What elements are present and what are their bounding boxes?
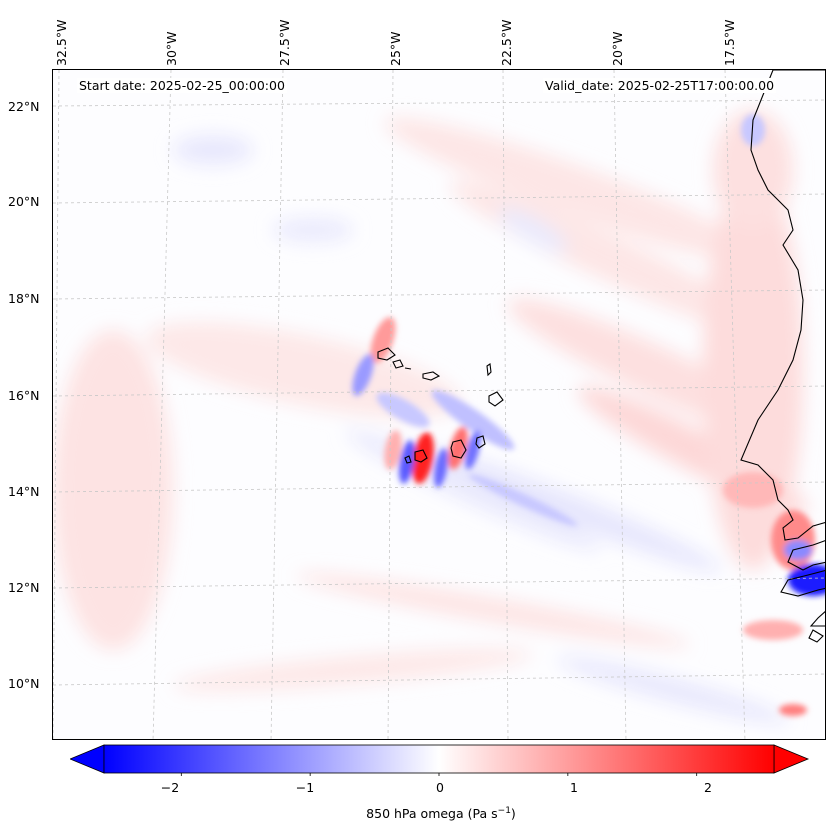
colorbar <box>70 744 810 776</box>
island-sao-vicente <box>392 359 404 369</box>
lat-label-20n: 20°N <box>8 194 40 209</box>
start-date-label: Start date: 2025-02-25_00:00:00 <box>77 78 287 93</box>
colorbar-tick-label: 0 <box>436 780 444 795</box>
island-santiago <box>450 439 467 459</box>
colorbar-min-extend <box>70 744 105 774</box>
graticule <box>53 70 825 739</box>
island-maio <box>475 435 486 449</box>
island-boa-vista <box>488 391 504 407</box>
colorbar-variable: 850 hPa omega <box>366 806 464 822</box>
island-sao-nicolau <box>422 371 441 381</box>
colorbar-max-extend <box>773 744 810 774</box>
lon-label-27-5w: 27.5°W <box>277 19 292 66</box>
omega-map-canvas <box>53 70 825 739</box>
island-brava <box>404 455 412 464</box>
lat-label-22n: 22°N <box>8 99 40 114</box>
island-santo-antao <box>377 347 396 361</box>
coastline <box>740 70 825 643</box>
colorbar-label: 850 hPa omega (Pa s−1) <box>366 806 516 821</box>
colorbar-tick-label: 2 <box>704 780 712 795</box>
lon-label-30w: 30°W <box>164 31 179 66</box>
lat-label-14n: 14°N <box>8 484 40 499</box>
colorbar-gradient <box>103 744 775 774</box>
island-sal <box>486 363 492 377</box>
lat-label-18n: 18°N <box>8 291 40 306</box>
lat-label-16n: 16°N <box>8 388 40 403</box>
lon-label-32-5w: 32.5°W <box>54 19 69 66</box>
lon-label-20w: 20°W <box>610 31 625 66</box>
colorbar-units: (Pa s−1) <box>467 806 516 822</box>
lon-label-17-5w: 17.5°W <box>722 19 737 66</box>
lon-label-25w: 25°W <box>388 31 403 66</box>
cape-verde-islands <box>377 347 504 464</box>
colorbar-tick-label: −2 <box>160 780 180 795</box>
omega-field-broad <box>53 110 809 724</box>
omega-map-panel[interactable] <box>52 69 826 740</box>
lat-label-10n: 10°N <box>8 676 40 691</box>
colorbar-tick-label: −1 <box>295 780 315 795</box>
lat-label-12n: 12°N <box>8 580 40 595</box>
lon-label-22-5w: 22.5°W <box>499 19 514 66</box>
colorbar-tick-label: 1 <box>570 780 578 795</box>
island-fogo <box>414 449 428 463</box>
valid-date-label: Valid_date: 2025-02-25T17:00:00.00 <box>543 78 777 93</box>
